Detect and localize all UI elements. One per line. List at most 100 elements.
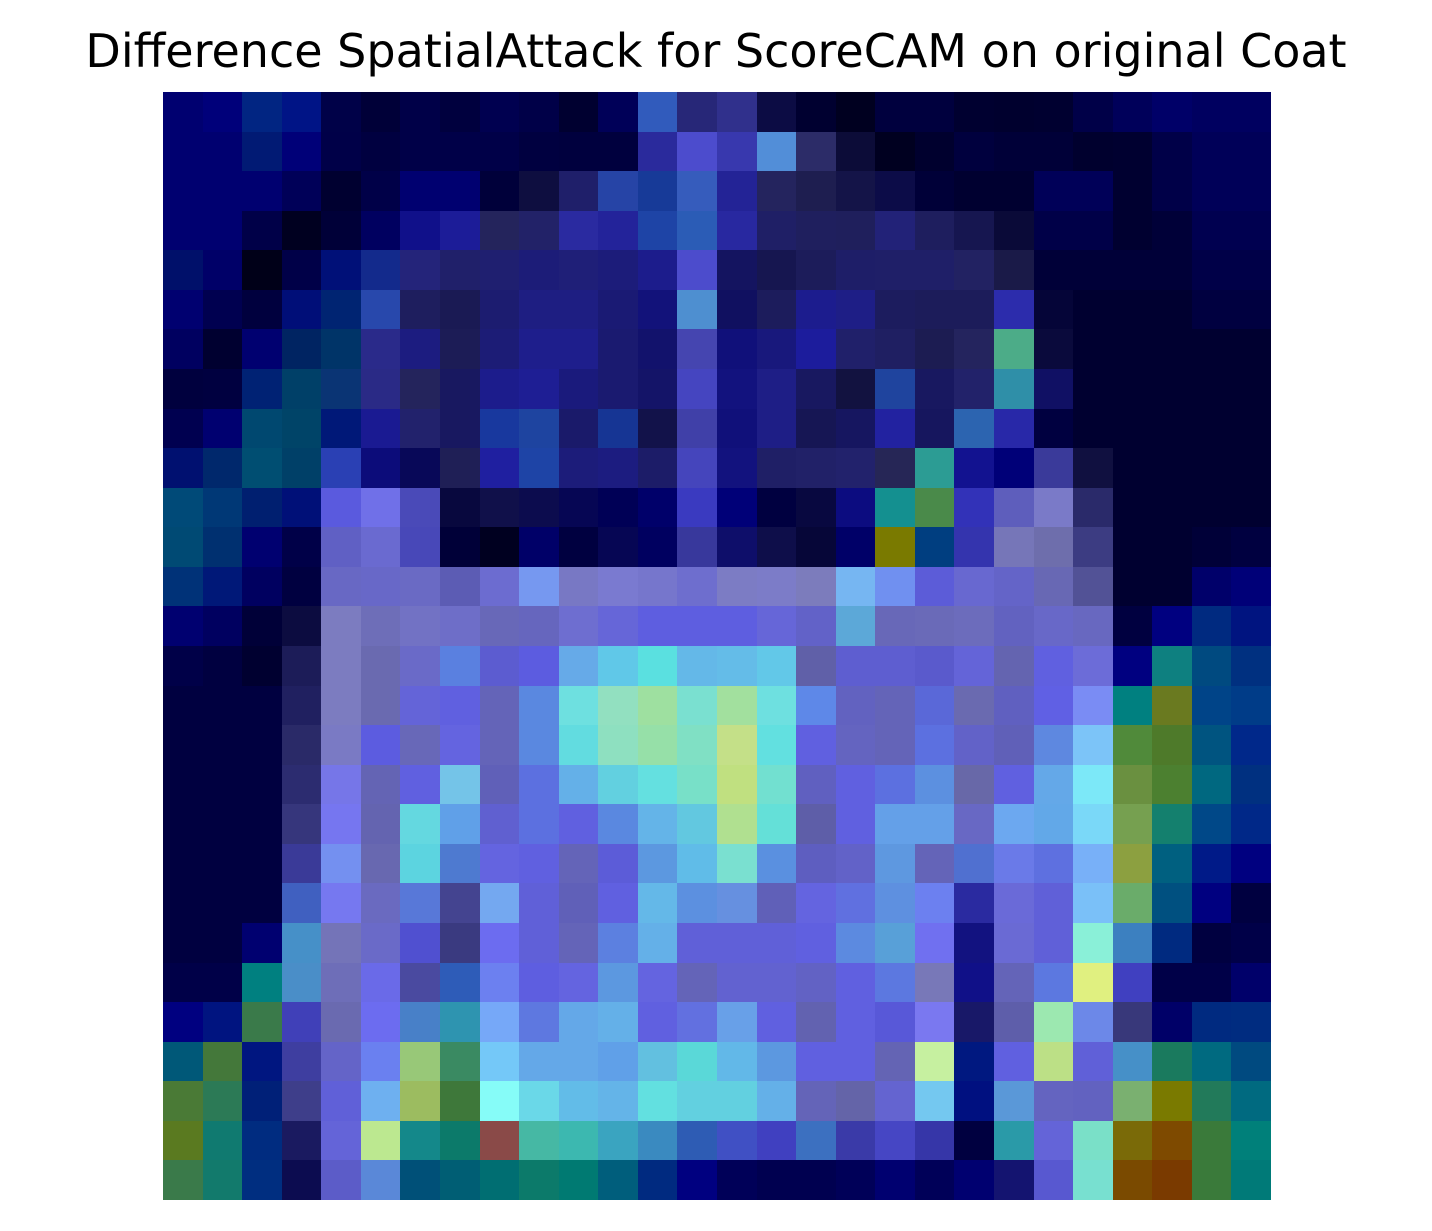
heatmap-cell xyxy=(558,329,599,369)
heatmap-cell xyxy=(242,923,282,963)
heatmap-cell xyxy=(242,408,282,449)
heatmap-cell xyxy=(321,289,361,330)
heatmap-cell xyxy=(1152,329,1192,369)
heatmap-cell xyxy=(756,1041,797,1082)
heatmap-cell xyxy=(717,923,757,963)
heatmap-cell xyxy=(558,1041,599,1082)
heatmap-cell xyxy=(519,448,559,488)
heatmap-cell xyxy=(756,923,797,963)
heatmap-cell xyxy=(796,804,836,844)
heatmap-cell xyxy=(1033,210,1074,251)
heatmap-cell xyxy=(1152,92,1192,132)
heatmap-cell xyxy=(717,487,757,528)
heatmap-cell xyxy=(558,527,599,567)
heatmap-cell xyxy=(202,289,243,330)
heatmap-cell xyxy=(796,448,836,488)
heatmap-cell xyxy=(1033,329,1074,369)
heatmap-cell xyxy=(519,1160,559,1200)
heatmap-cell xyxy=(400,883,440,923)
heatmap-cell xyxy=(1033,883,1074,923)
heatmap-cell xyxy=(321,606,361,646)
heatmap-cell xyxy=(677,92,717,132)
heatmap-cell xyxy=(796,408,836,449)
heatmap-cell xyxy=(1152,1160,1192,1200)
heatmap-cell xyxy=(202,1081,243,1121)
heatmap-cell xyxy=(756,764,797,805)
heatmap-cell xyxy=(756,329,797,369)
heatmap-cell xyxy=(558,646,599,686)
heatmap-cell xyxy=(400,1081,440,1121)
heatmap-cell xyxy=(835,764,876,805)
heatmap-cell xyxy=(954,606,994,646)
heatmap-cell xyxy=(637,843,678,884)
heatmap-cell xyxy=(1033,1041,1074,1082)
heatmap-cell xyxy=(598,1160,638,1200)
heatmap-cell xyxy=(796,606,836,646)
heatmap-cell xyxy=(756,171,797,211)
heatmap-cell xyxy=(440,487,480,528)
heatmap-cell xyxy=(281,210,322,251)
heatmap-cell xyxy=(400,1160,440,1200)
heatmap-cell xyxy=(1112,725,1153,765)
heatmap-cell xyxy=(163,408,203,449)
heatmap-cell xyxy=(717,606,757,646)
heatmap-cell xyxy=(440,646,480,686)
heatmap-cell xyxy=(677,685,717,726)
heatmap-cell xyxy=(677,1081,717,1121)
heatmap-cell xyxy=(163,1081,203,1121)
heatmap-cell xyxy=(1231,210,1271,251)
heatmap-cell xyxy=(440,685,480,726)
heatmap-cell xyxy=(598,1041,638,1082)
heatmap-cell xyxy=(677,1160,717,1200)
heatmap-cell xyxy=(796,171,836,211)
heatmap-cell xyxy=(1073,883,1113,923)
heatmap-cell xyxy=(677,1120,717,1161)
heatmap-cell xyxy=(558,725,599,765)
heatmap-cell xyxy=(1112,1041,1153,1082)
heatmap-cell xyxy=(1152,369,1192,409)
heatmap-cell xyxy=(440,210,480,251)
heatmap-cell xyxy=(479,92,520,132)
heatmap-cell xyxy=(994,606,1034,646)
heatmap-cell xyxy=(242,487,282,528)
heatmap-cell xyxy=(796,1081,836,1121)
heatmap-cell xyxy=(1033,764,1074,805)
heatmap-cell xyxy=(321,369,361,409)
heatmap-cell xyxy=(677,804,717,844)
heatmap-cell xyxy=(202,369,243,409)
heatmap-cell xyxy=(1112,1120,1153,1161)
heatmap-cell xyxy=(954,448,994,488)
heatmap-cell xyxy=(598,804,638,844)
heatmap-cell xyxy=(598,171,638,211)
heatmap-cell xyxy=(1152,764,1192,805)
heatmap-cell xyxy=(796,487,836,528)
heatmap-cell xyxy=(1191,210,1232,251)
heatmap-cell xyxy=(756,408,797,449)
heatmap-cell xyxy=(479,408,520,449)
heatmap-cell xyxy=(756,131,797,172)
heatmap-cell xyxy=(994,1041,1034,1082)
heatmap-cell xyxy=(954,408,994,449)
heatmap-cell xyxy=(1033,725,1074,765)
heatmap-cell xyxy=(875,329,915,369)
heatmap-cell xyxy=(1231,408,1271,449)
heatmap-cell xyxy=(321,408,361,449)
heatmap-cell xyxy=(914,527,955,567)
heatmap-cell xyxy=(163,804,203,844)
heatmap-cell xyxy=(994,1120,1034,1161)
heatmap-cell xyxy=(1231,962,1271,1003)
heatmap-cell xyxy=(479,131,520,172)
heatmap-cell xyxy=(440,725,480,765)
heatmap-cell xyxy=(835,1041,876,1082)
heatmap-cell xyxy=(1231,92,1271,132)
heatmap-cell xyxy=(1191,92,1232,132)
heatmap-cell xyxy=(281,606,322,646)
heatmap-cell xyxy=(756,527,797,567)
heatmap-cell xyxy=(281,883,322,923)
heatmap-cell xyxy=(1152,527,1192,567)
heatmap-cell xyxy=(756,962,797,1003)
heatmap-cell xyxy=(242,131,282,172)
heatmap-cell xyxy=(479,1041,520,1082)
heatmap-cell xyxy=(242,764,282,805)
heatmap-cell xyxy=(163,606,203,646)
